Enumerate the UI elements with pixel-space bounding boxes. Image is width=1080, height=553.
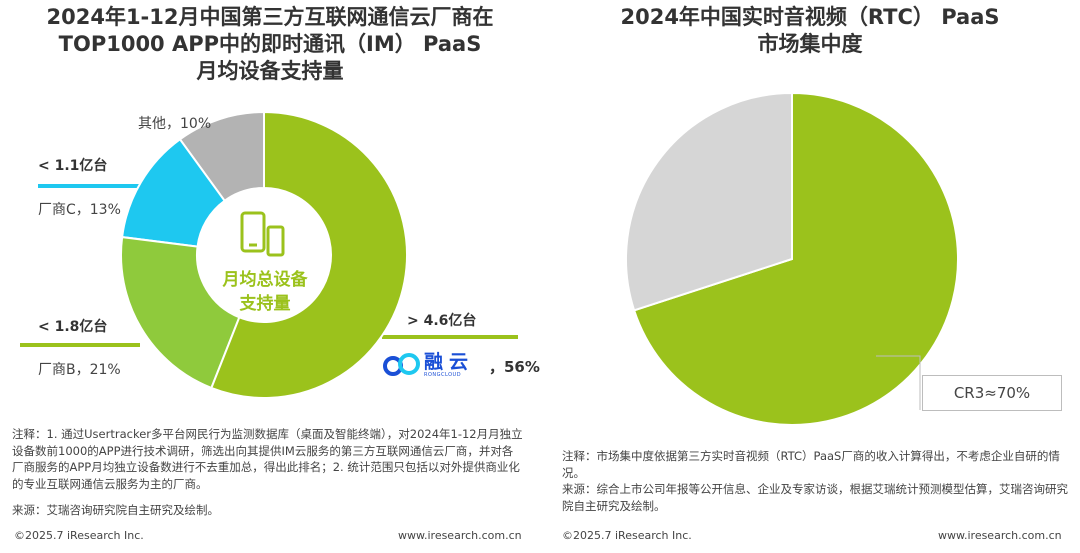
- footer-url: www.iresearch.com.cn: [398, 529, 522, 542]
- title-line: TOP1000 APP中的即时通讯（IM） PaaS: [58, 32, 482, 56]
- donut-slice-1: [121, 137, 227, 248]
- footer-url: www.iresearch.com.cn: [938, 529, 1062, 542]
- chart-title: 2024年中国实时音视频（RTC） PaaS 市场集中度: [560, 4, 1060, 58]
- rongcloud-logo-icon: [383, 353, 420, 376]
- donut-slice-3: [210, 110, 408, 399]
- donut-slice-2: [120, 235, 241, 390]
- slice-label-c: 厂商C，13%: [38, 202, 121, 218]
- title-line: 月均设备支持量: [196, 59, 344, 83]
- logo-text-en: RONGCLOUD: [424, 372, 462, 378]
- center-label-line: 月均总设备: [222, 270, 308, 290]
- chart-title: 2024年1-12月中国第三方互联网通信云厂商在 TOP1000 APP中的即时…: [10, 4, 530, 85]
- title-line: 2024年中国实时音视频（RTC） PaaS: [620, 5, 1000, 29]
- rongcloud-logo: 融云 RONGCLOUD: [382, 350, 474, 380]
- center-label-line: 支持量: [239, 294, 291, 314]
- device-icon: [240, 211, 285, 257]
- footer-copyright: ©2025.7 iResearch Inc.: [14, 529, 144, 542]
- slice-label-b: 厂商B，21%: [38, 362, 121, 378]
- logo-text-cn: 融云: [424, 351, 475, 373]
- title-line: 市场集中度: [757, 32, 863, 56]
- pie-chart: [625, 91, 959, 426]
- source-text: 来源：综合上市公司年报等公开信息、企业及专家访谈，根据艾瑞统计预测模型估算，艾瑞…: [562, 482, 1068, 513]
- left-panel: 2024年1-12月中国第三方互联网通信云厂商在 TOP1000 APP中的即时…: [10, 4, 540, 542]
- title-line: 2024年1-12月中国第三方互联网通信云厂商在: [46, 5, 494, 29]
- note-text: 注释：1. 通过Usertracker多平台网民行为监测数据库（桌面及智能终端）…: [12, 427, 523, 491]
- threshold-label-a: > 4.6亿台: [407, 313, 477, 329]
- cr3-leader-line: [876, 355, 921, 410]
- donut-center-label: 月均总设备 支持量: [200, 268, 330, 316]
- pie-slice-1: [625, 91, 793, 312]
- source-text: 来源：艾瑞咨询研究院自主研究及绘制。: [12, 503, 219, 517]
- right-panel: 2024年中国实时音视频（RTC） PaaS 市场集中度 CR3≈70% 注释：…: [540, 0, 1080, 553]
- pie-slice-0: [632, 91, 959, 426]
- threshold-label-b: < 1.8亿台: [38, 319, 108, 335]
- donut-chart: [20, 110, 518, 399]
- slice-label-a: ，56%: [489, 358, 540, 376]
- threshold-label-other: < 1.1亿台: [38, 158, 108, 174]
- slice-label-other: 其他，10%: [138, 116, 212, 132]
- note-text: 注释：市场集中度依据第三方实时音视频（RTC）PaaS厂商的收入计算得出，不考虑…: [562, 449, 1060, 480]
- footer-copyright: ©2025.7 iResearch Inc.: [562, 529, 692, 542]
- cr3-label: CR3≈70%: [922, 375, 1062, 411]
